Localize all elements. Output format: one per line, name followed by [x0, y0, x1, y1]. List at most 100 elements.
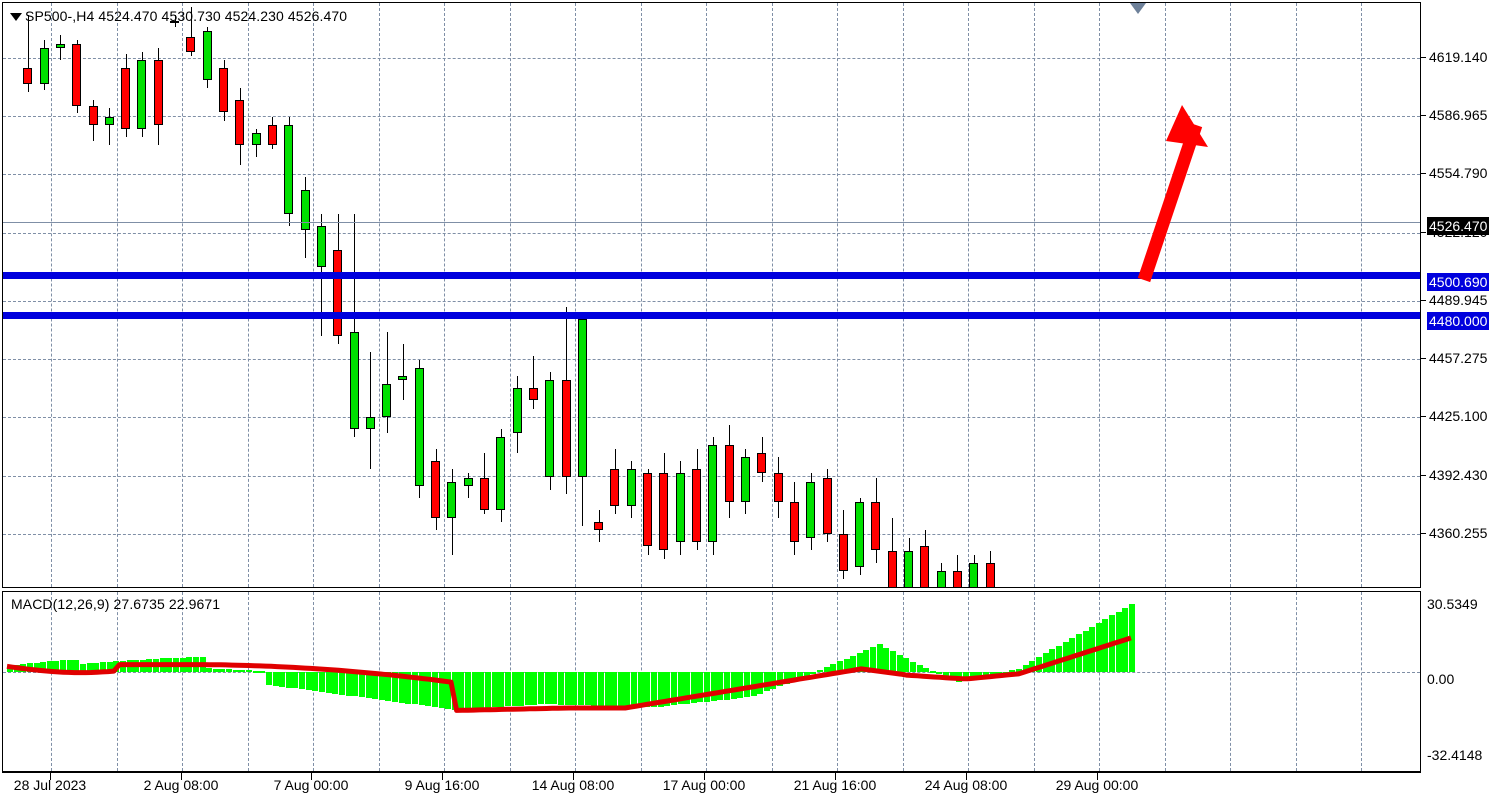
macd-histogram-bar: [910, 662, 916, 672]
grid-line-horizontal: [3, 417, 1420, 418]
macd-histogram-bar: [578, 672, 584, 705]
candle-body: [235, 100, 245, 145]
macd-histogram-bar: [558, 672, 564, 705]
macd-histogram-bar: [412, 672, 418, 704]
price-axis[interactable]: 4619.1404586.9654554.7904526.4704522.120…: [1420, 2, 1502, 588]
macd-histogram-bar: [60, 660, 66, 672]
macd-histogram-bar: [312, 672, 318, 691]
grid-line-vertical: [1164, 592, 1166, 771]
grid-line-vertical: [116, 3, 118, 587]
macd-histogram-bar: [93, 663, 99, 672]
candle-body: [577, 319, 587, 478]
grid-line-vertical: [51, 592, 52, 771]
macd-histogram-bar: [724, 672, 730, 700]
grid-line-vertical: [1230, 3, 1231, 587]
current-price-label[interactable]: 4526.470: [1427, 217, 1490, 235]
grid-line-vertical: [1099, 592, 1100, 771]
macd-histogram-bar: [339, 672, 345, 695]
triangle-down-icon[interactable]: [10, 13, 22, 21]
macd-histogram-bar: [266, 672, 272, 685]
time-tick: [704, 773, 705, 780]
candle-body: [447, 481, 457, 519]
macd-histogram-bar: [100, 662, 106, 672]
macd-histogram-bar: [870, 647, 876, 672]
macd-histogram-bar: [439, 672, 445, 708]
macd-histogram-bar: [478, 672, 484, 708]
time-axis[interactable]: 28 Jul 2023 2 Aug 08:00 7 Aug 00:00 9 Aug 1…: [2, 772, 1421, 800]
macd-histogram-bar: [372, 672, 378, 699]
macd-histogram-bar: [857, 653, 863, 672]
macd-histogram-bar: [611, 672, 617, 706]
macd-histogram-bar: [34, 663, 40, 672]
grid-line-vertical: [444, 3, 445, 587]
candle-body: [153, 59, 163, 125]
macd-indicator-panel[interactable]: MACD(12,26,9) 27.6735 22.9671: [2, 591, 1421, 772]
price-tick-label: 4425.100: [1420, 408, 1488, 424]
grid-line-vertical: [968, 592, 969, 771]
support-4480-line[interactable]: [3, 312, 1420, 319]
macd-label: MACD(12,26,9) 27.6735 22.9671: [11, 596, 221, 612]
price-tick-label: 4392.430: [1420, 467, 1488, 483]
time-tick: [181, 773, 182, 780]
macd-histogram-bar: [671, 672, 677, 705]
candle-wick: [533, 355, 534, 409]
macd-histogram-bar: [253, 671, 259, 673]
resistance-4500-line[interactable]: [3, 272, 1420, 279]
candle-wick: [109, 108, 110, 145]
macd-histogram-bar: [405, 672, 411, 704]
macd-histogram-bar: [1029, 661, 1035, 672]
grid-line-vertical: [1295, 3, 1297, 587]
macd-histogram-bar: [40, 662, 46, 672]
candle-body: [708, 445, 718, 543]
macd-histogram-bar: [1049, 649, 1055, 672]
macd-histogram-bar: [385, 672, 391, 701]
macd-histogram-bar: [1036, 657, 1042, 672]
macd-histogram-bar: [292, 672, 298, 688]
candle-body: [740, 457, 750, 502]
macd-histogram-bar: [943, 672, 949, 677]
macd-histogram-bar: [877, 644, 883, 672]
level-price-label[interactable]: 4480.000: [1427, 312, 1490, 330]
grid-line-horizontal: [3, 359, 1420, 360]
macd-histogram-bar: [472, 672, 478, 709]
time-tick: [50, 773, 51, 780]
macd-histogram-bar: [306, 672, 312, 690]
macd-histogram-bar: [618, 672, 624, 706]
candle-body: [920, 546, 930, 587]
price-tick-label: 4457.275: [1420, 350, 1488, 366]
macd-histogram-bar: [87, 663, 93, 672]
macd-histogram-bar: [286, 672, 292, 688]
candle-wick: [60, 35, 61, 60]
time-tick-label: 17 Aug 00:00: [662, 777, 746, 793]
macd-histogram-bar: [226, 669, 232, 672]
candle-body: [463, 477, 473, 486]
candle-body: [349, 331, 359, 429]
candle-body: [822, 477, 832, 535]
macd-histogram-bar: [691, 672, 697, 703]
candle-body: [300, 189, 310, 231]
macd-histogram-bar: [445, 672, 451, 709]
candle-body: [952, 570, 962, 587]
grid-line-vertical: [1295, 592, 1297, 771]
candle-wick: [403, 343, 404, 401]
macd-tick-label: 0.00: [1427, 671, 1455, 687]
price-plot-area[interactable]: [3, 3, 1420, 587]
candle-body: [479, 477, 489, 510]
level-price-label[interactable]: 4500.690: [1427, 273, 1490, 291]
bullish-arrow-annotation[interactable]: [1120, 95, 1240, 295]
time-tick-label: 21 Aug 16:00: [793, 777, 877, 793]
macd-histogram-bar: [976, 672, 982, 678]
macd-histogram-bar: [206, 668, 212, 672]
grid-line-vertical: [182, 3, 183, 587]
macd-histogram-bar: [897, 655, 903, 672]
candle-body: [55, 43, 65, 48]
macd-histogram-bar: [757, 672, 763, 694]
candle-body: [675, 473, 685, 543]
price-chart-panel[interactable]: SP500-,H4 4524.470 4530.730 4524.230 452…: [2, 2, 1421, 588]
macd-histogram-bar: [273, 672, 279, 686]
candle-body: [398, 376, 408, 381]
grid-line-vertical: [1361, 3, 1362, 587]
macd-plot-area[interactable]: [3, 592, 1420, 771]
grid-line-vertical: [1230, 592, 1231, 771]
grid-line-vertical: [902, 3, 904, 587]
